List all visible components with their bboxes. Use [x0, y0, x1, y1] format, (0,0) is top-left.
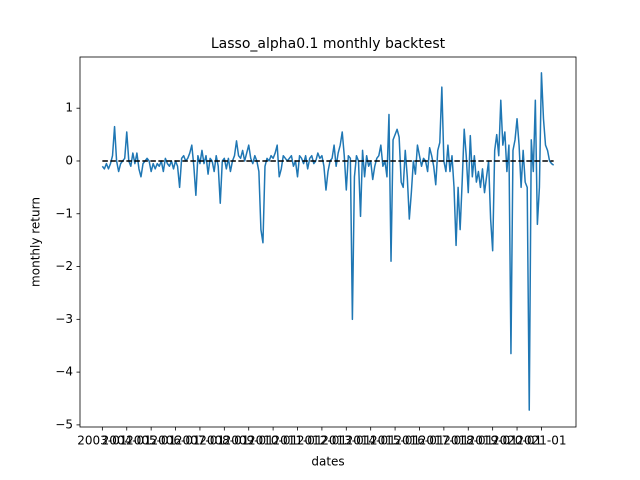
x-tick-label: 2007-01 — [175, 434, 225, 448]
y-tick-label: −2 — [55, 259, 73, 273]
x-tick-label: 2019-01 — [468, 434, 518, 448]
data-line — [101, 72, 555, 411]
x-tick-label: 2016-01 — [394, 434, 444, 448]
x-tick-label: 2015-01 — [370, 434, 420, 448]
x-tick-label: 2021-01 — [516, 434, 566, 448]
x-tick-label: 2008-01 — [199, 434, 249, 448]
x-tick-label: 2018-01 — [443, 434, 493, 448]
x-tick-label: 2006-01 — [150, 434, 200, 448]
y-tick-label: 0 — [65, 153, 73, 167]
x-tick-label: 2014-01 — [346, 434, 396, 448]
y-tick-label: 1 — [65, 101, 73, 115]
y-tick-label: −1 — [55, 206, 73, 220]
chart-title: Lasso_alpha0.1 monthly backtest — [211, 36, 446, 52]
x-axis-label: dates — [311, 455, 344, 469]
x-tick-label: 2003-01 — [77, 434, 127, 448]
x-tick-label: 2011-01 — [272, 434, 322, 448]
y-tick-label: −4 — [55, 365, 73, 379]
x-tick-label: 2009-01 — [224, 434, 274, 448]
y-tick-label: −5 — [55, 417, 73, 431]
plot-frame — [79, 56, 577, 428]
x-tick-label: 2020-01 — [492, 434, 542, 448]
x-tick-label: 2017-01 — [419, 434, 469, 448]
x-tick-label: 2013-01 — [321, 434, 371, 448]
y-axis-label: monthly return — [29, 197, 43, 287]
x-tick-label: 2010-01 — [248, 434, 298, 448]
x-tick-label: 2004-01 — [102, 434, 152, 448]
x-tick-label: 2005-01 — [126, 434, 176, 448]
x-tick-label: 2012-01 — [297, 434, 347, 448]
y-tick-label: −3 — [55, 312, 73, 326]
